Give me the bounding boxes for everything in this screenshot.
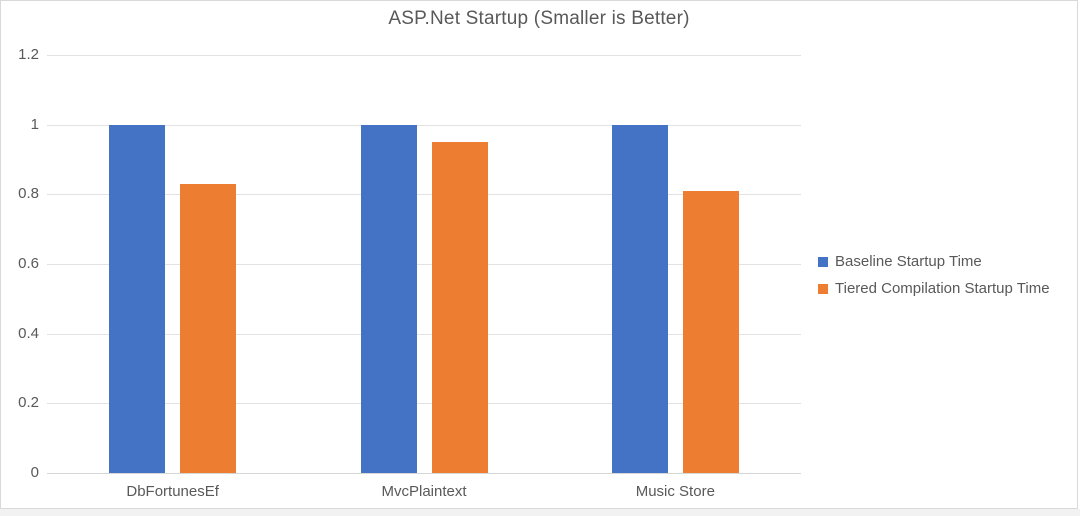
y-tick-label: 0.4 <box>18 324 39 342</box>
legend-label: Baseline Startup Time <box>835 253 982 270</box>
gridline <box>47 55 801 56</box>
y-tick-label: 1 <box>30 115 39 133</box>
y-tick-label: 0.6 <box>18 255 39 272</box>
y-tick-label: 0 <box>30 464 39 481</box>
gridline <box>47 264 801 265</box>
bar-tiered-compilation-startup-time-music-store <box>682 190 739 473</box>
legend-swatch-icon <box>818 256 828 267</box>
bar-tiered-compilation-startup-time-dbfortunesef <box>180 183 237 473</box>
legend-label: Tiered Compilation Startup Time <box>835 280 1050 297</box>
gridline <box>47 194 801 196</box>
y-tick-label: 1.2 <box>18 46 39 63</box>
y-tick-label: 0.2 <box>18 394 39 412</box>
bar-baseline-startup-time-mvcplaintext <box>360 124 417 473</box>
x-category-label: Music Store <box>635 483 715 500</box>
page-background-strip <box>0 509 1080 516</box>
gridline <box>47 124 801 126</box>
bar-tiered-compilation-startup-time-mvcplaintext <box>431 142 488 473</box>
y-tick-label: 0.8 <box>18 185 39 203</box>
legend-item: Baseline Startup Time <box>818 248 1050 275</box>
gridline <box>47 333 801 335</box>
bar-baseline-startup-time-dbfortunesef <box>109 124 166 473</box>
x-category-label: MvcPlaintext <box>381 483 467 500</box>
bar-baseline-startup-time-music-store <box>611 124 668 473</box>
plot-area <box>47 55 801 474</box>
legend: Baseline Startup Time Tiered Compilation … <box>818 248 1050 302</box>
chart-title: ASP.Net Startup (Smaller is Better) <box>388 8 690 29</box>
legend-swatch-icon <box>818 283 828 294</box>
x-axis-line <box>47 473 801 474</box>
legend-item: Tiered Compilation Startup Time <box>818 275 1050 302</box>
gridline <box>47 403 801 405</box>
x-category-label: DbFortunesEf <box>126 483 219 500</box>
